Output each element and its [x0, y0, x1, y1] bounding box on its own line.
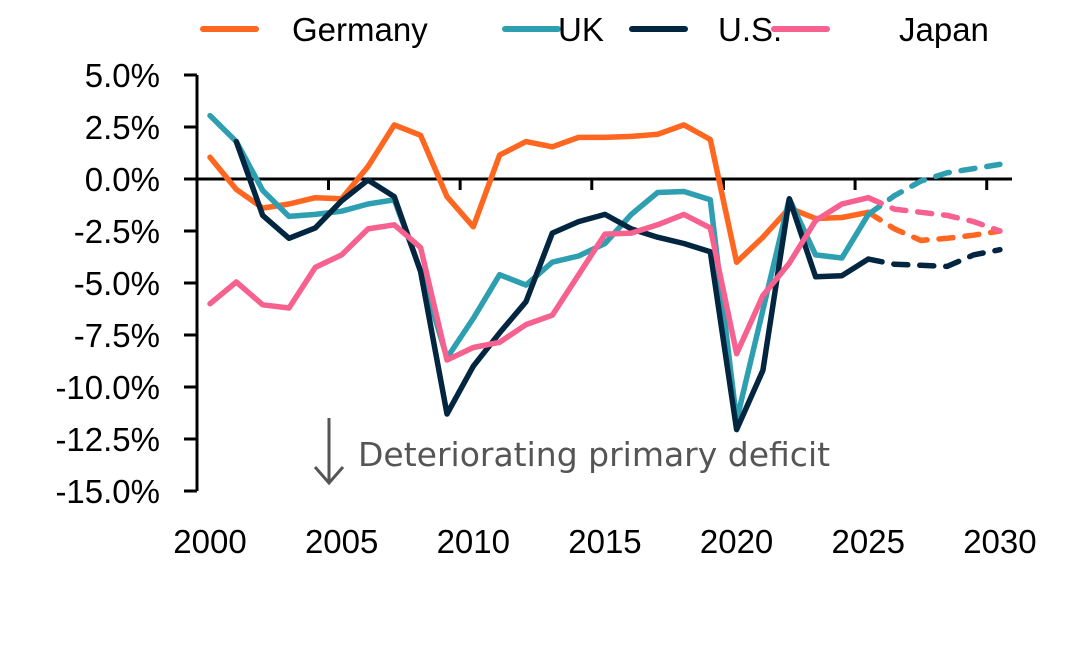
legend-item: UK — [502, 11, 604, 48]
x-tick-label: 2010 — [437, 523, 510, 560]
annotation: Deteriorating primary deficit — [313, 418, 830, 486]
legend-item: Germany — [200, 11, 428, 48]
x-tick-label: 2000 — [173, 523, 246, 560]
y-tick-label: 5.0% — [85, 57, 160, 94]
legend: Germany UK U.S. Japan — [200, 11, 989, 48]
y-tick-label: -5.0% — [74, 265, 160, 302]
series-line-forecast — [865, 246, 1003, 270]
series-line-forecast — [865, 209, 1003, 244]
y-tick-label: -12.5% — [55, 421, 160, 458]
x-tick-label: 2030 — [963, 523, 1036, 560]
legend-label: Germany — [292, 11, 428, 48]
legend-item: U.S. — [629, 11, 782, 48]
series-line-forecast — [865, 194, 1003, 234]
y-tick-label: -10.0% — [55, 369, 160, 406]
legend-label: UK — [558, 11, 604, 48]
series-line-actual — [207, 122, 872, 265]
x-tick-label: 2020 — [700, 523, 773, 560]
series-japan — [207, 194, 1003, 363]
series-us — [233, 138, 1003, 433]
y-tick-label: 0.0% — [85, 161, 160, 198]
x-tick-label: 2015 — [568, 523, 641, 560]
legend-label: Japan — [899, 11, 989, 48]
series-layer — [207, 112, 1003, 433]
x-tick-label: 2025 — [832, 523, 905, 560]
down-arrow-icon — [313, 418, 345, 486]
y-tick-label: -15.0% — [55, 473, 160, 510]
y-tick-label: -7.5% — [74, 317, 160, 354]
y-tick-label: 2.5% — [85, 109, 160, 146]
x-tick-label: 2005 — [305, 523, 378, 560]
annotation-text: Deteriorating primary deficit — [358, 435, 830, 474]
series-uk — [207, 112, 1003, 424]
y-tick-label: -2.5% — [74, 213, 160, 250]
x-axis: 2000 2005 2010 2015 2020 2025 2030 — [173, 177, 1037, 560]
legend-item: Japan — [771, 11, 989, 48]
y-axis: 5.0% 2.5% 0.0% -2.5% -5.0% -7.5% -10.0% -12.5% -… — [55, 57, 199, 510]
series-line-forecast — [865, 161, 1003, 218]
series-line-actual — [207, 194, 872, 363]
